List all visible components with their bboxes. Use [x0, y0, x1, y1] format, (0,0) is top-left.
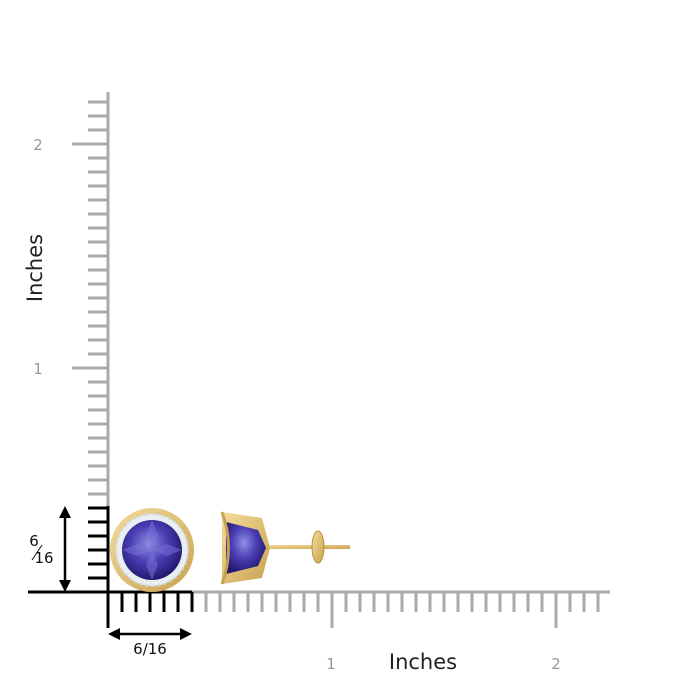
y-axis-label: Inches — [23, 234, 47, 302]
width-label: 6/16 — [133, 640, 167, 658]
earring-front — [110, 508, 194, 592]
earring-side — [220, 511, 350, 585]
rulers — [28, 92, 610, 628]
height-denominator: 16 — [34, 549, 53, 567]
x-tick-label: 1 — [326, 655, 336, 673]
y-tick-label: 2 — [33, 136, 43, 154]
x-axis-label: Inches — [389, 650, 457, 674]
height-numerator: 6 — [29, 532, 39, 550]
x-tick-label: 2 — [551, 655, 561, 673]
fraction-slash — [31, 544, 43, 561]
y-tick-label: 1 — [33, 360, 43, 378]
size-arrows — [59, 506, 192, 640]
